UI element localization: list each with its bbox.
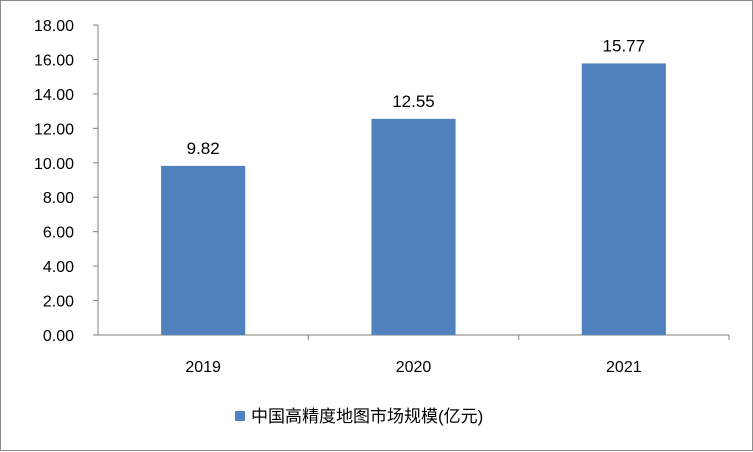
bar [371,118,456,335]
x-tick-labels: 2019 2020 2021 [185,359,641,376]
x-tick-label: 2019 [185,359,221,376]
y-tick-label: 12.00 [34,121,74,138]
y-tick-label: 18.00 [34,18,74,35]
x-tick-label: 2020 [396,359,432,376]
y-tick-label: 4.00 [43,259,74,276]
y-tick-label: 10.00 [34,156,74,173]
legend: 中国高精度地图市场规模(亿元) [235,407,483,426]
y-tick-label: 6.00 [43,225,74,242]
data-label: 12.55 [392,92,435,111]
legend-label: 中国高精度地图市场规模(亿元) [251,407,483,426]
bar [161,165,246,335]
bars [161,63,666,336]
y-tick-label: 2.00 [43,294,74,311]
y-tick-label: 16.00 [34,52,74,69]
y-ticks: 0.00 2.00 4.00 6.00 8.00 10.00 12.00 14.00 16.00… [34,18,98,345]
data-label: 9.82 [187,139,220,158]
data-labels: 9.82 12.55 15.77 [187,36,645,157]
y-tick-label: 14.00 [34,87,74,104]
data-label: 15.77 [603,36,646,55]
y-tick-label: 0.00 [43,328,74,345]
bar [581,63,666,336]
y-tick-label: 8.00 [43,190,74,207]
legend-swatch [235,411,245,421]
x-tick-label: 2021 [606,359,642,376]
